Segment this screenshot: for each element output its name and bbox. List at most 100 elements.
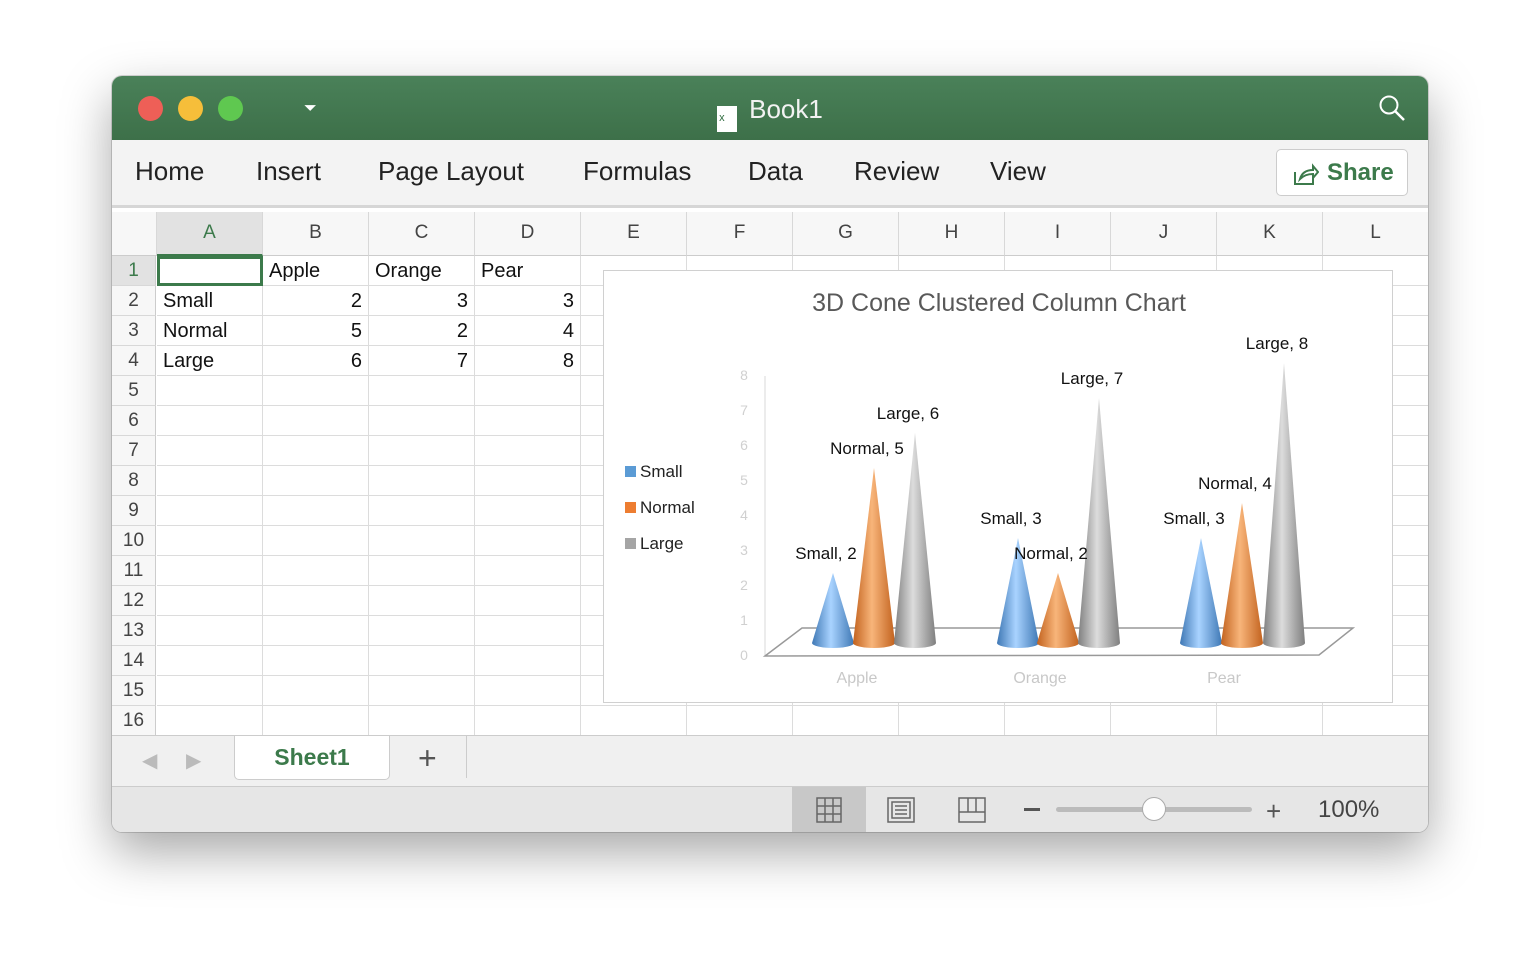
cell-C5[interactable] xyxy=(369,376,475,406)
cell-A3[interactable]: Normal xyxy=(157,316,263,346)
cell-C1[interactable]: Orange xyxy=(369,256,475,286)
row-header-6[interactable]: 6 xyxy=(112,406,156,436)
cell-B9[interactable] xyxy=(263,496,369,526)
cell-C16[interactable] xyxy=(369,706,475,736)
row-header-1[interactable]: 1 xyxy=(112,256,156,286)
page-layout-view-icon[interactable] xyxy=(887,797,915,823)
tab-home[interactable]: Home xyxy=(135,156,205,186)
zoom-button[interactable] xyxy=(218,96,243,121)
column-header-D[interactable]: D xyxy=(475,212,581,256)
cell-B13[interactable] xyxy=(263,616,369,646)
row-header-14[interactable]: 14 xyxy=(112,646,156,676)
share-button[interactable]: Share xyxy=(1276,149,1408,196)
row-header-13[interactable]: 13 xyxy=(112,616,156,646)
cell-C11[interactable] xyxy=(369,556,475,586)
cell-A8[interactable] xyxy=(157,466,263,496)
cell-K16[interactable] xyxy=(1217,706,1323,736)
row-header-7[interactable]: 7 xyxy=(112,436,156,466)
row-header-3[interactable]: 3 xyxy=(112,316,156,346)
cell-D1[interactable]: Pear xyxy=(475,256,581,286)
cell-C15[interactable] xyxy=(369,676,475,706)
cell-I16[interactable] xyxy=(1005,706,1111,736)
row-header-5[interactable]: 5 xyxy=(112,376,156,406)
customize-toolbar-icon[interactable]: ⏷ xyxy=(304,100,317,117)
cell-A5[interactable] xyxy=(157,376,263,406)
column-header-E[interactable]: E xyxy=(581,212,687,256)
column-header-I[interactable]: I xyxy=(1005,212,1111,256)
cell-D5[interactable] xyxy=(475,376,581,406)
cell-B10[interactable] xyxy=(263,526,369,556)
tab-view[interactable]: View xyxy=(990,156,1046,186)
cell-B15[interactable] xyxy=(263,676,369,706)
zoom-slider-thumb[interactable] xyxy=(1142,797,1166,821)
zoom-in-button[interactable]: + xyxy=(1266,796,1282,826)
cell-D9[interactable] xyxy=(475,496,581,526)
cell-D3[interactable]: 4 xyxy=(475,316,581,346)
row-header-11[interactable]: 11 xyxy=(112,556,156,586)
cell-C10[interactable] xyxy=(369,526,475,556)
cell-B11[interactable] xyxy=(263,556,369,586)
cell-A15[interactable] xyxy=(157,676,263,706)
cell-A13[interactable] xyxy=(157,616,263,646)
cell-B8[interactable] xyxy=(263,466,369,496)
cell-A9[interactable] xyxy=(157,496,263,526)
cell-B5[interactable] xyxy=(263,376,369,406)
column-header-G[interactable]: G xyxy=(793,212,899,256)
cell-A10[interactable] xyxy=(157,526,263,556)
cell-A4[interactable]: Large xyxy=(157,346,263,376)
cell-L15[interactable] xyxy=(1323,676,1428,706)
search-icon[interactable] xyxy=(1378,94,1406,122)
zoom-out-button[interactable] xyxy=(1024,808,1040,811)
cell-A14[interactable] xyxy=(157,646,263,676)
next-sheet-icon[interactable]: ▶ xyxy=(186,750,202,772)
cell-L16[interactable] xyxy=(1323,706,1428,736)
cell-B6[interactable] xyxy=(263,406,369,436)
cell-B2[interactable]: 2 xyxy=(263,286,369,316)
cell-J16[interactable] xyxy=(1111,706,1217,736)
column-header-L[interactable]: L xyxy=(1323,212,1428,256)
column-header-K[interactable]: K xyxy=(1217,212,1323,256)
cell-C9[interactable] xyxy=(369,496,475,526)
cell-C4[interactable]: 7 xyxy=(369,346,475,376)
tab-page-layout[interactable]: Page Layout xyxy=(378,156,525,186)
column-header-B[interactable]: B xyxy=(263,212,369,256)
cell-A16[interactable] xyxy=(157,706,263,736)
cell-A1[interactable] xyxy=(157,256,263,286)
tab-review[interactable]: Review xyxy=(854,156,940,186)
cell-B4[interactable]: 6 xyxy=(263,346,369,376)
select-all-corner[interactable] xyxy=(112,212,157,256)
cell-D11[interactable] xyxy=(475,556,581,586)
cell-B7[interactable] xyxy=(263,436,369,466)
cell-D15[interactable] xyxy=(475,676,581,706)
cell-A6[interactable] xyxy=(157,406,263,436)
cell-D13[interactable] xyxy=(475,616,581,646)
row-header-10[interactable]: 10 xyxy=(112,526,156,556)
cell-D16[interactable] xyxy=(475,706,581,736)
row-header-9[interactable]: 9 xyxy=(112,496,156,526)
cell-B3[interactable]: 5 xyxy=(263,316,369,346)
column-header-A[interactable]: A xyxy=(157,212,263,256)
row-header-4[interactable]: 4 xyxy=(112,346,156,376)
prev-sheet-icon[interactable]: ◀ xyxy=(142,750,158,772)
cell-C14[interactable] xyxy=(369,646,475,676)
cell-A12[interactable] xyxy=(157,586,263,616)
cell-B14[interactable] xyxy=(263,646,369,676)
row-header-8[interactable]: 8 xyxy=(112,466,156,496)
row-header-12[interactable]: 12 xyxy=(112,586,156,616)
tab-data[interactable]: Data xyxy=(748,156,803,186)
row-header-15[interactable]: 15 xyxy=(112,676,156,706)
cell-A11[interactable] xyxy=(157,556,263,586)
minimize-button[interactable] xyxy=(178,96,203,121)
page-break-view-icon[interactable] xyxy=(958,797,986,823)
cell-D8[interactable] xyxy=(475,466,581,496)
cell-A7[interactable] xyxy=(157,436,263,466)
column-header-H[interactable]: H xyxy=(899,212,1005,256)
row-header-2[interactable]: 2 xyxy=(112,286,156,316)
cell-H16[interactable] xyxy=(899,706,1005,736)
cell-F16[interactable] xyxy=(687,706,793,736)
cell-E16[interactable] xyxy=(581,706,687,736)
cell-C7[interactable] xyxy=(369,436,475,466)
cell-D12[interactable] xyxy=(475,586,581,616)
tab-insert[interactable]: Insert xyxy=(256,156,322,186)
cell-G16[interactable] xyxy=(793,706,899,736)
